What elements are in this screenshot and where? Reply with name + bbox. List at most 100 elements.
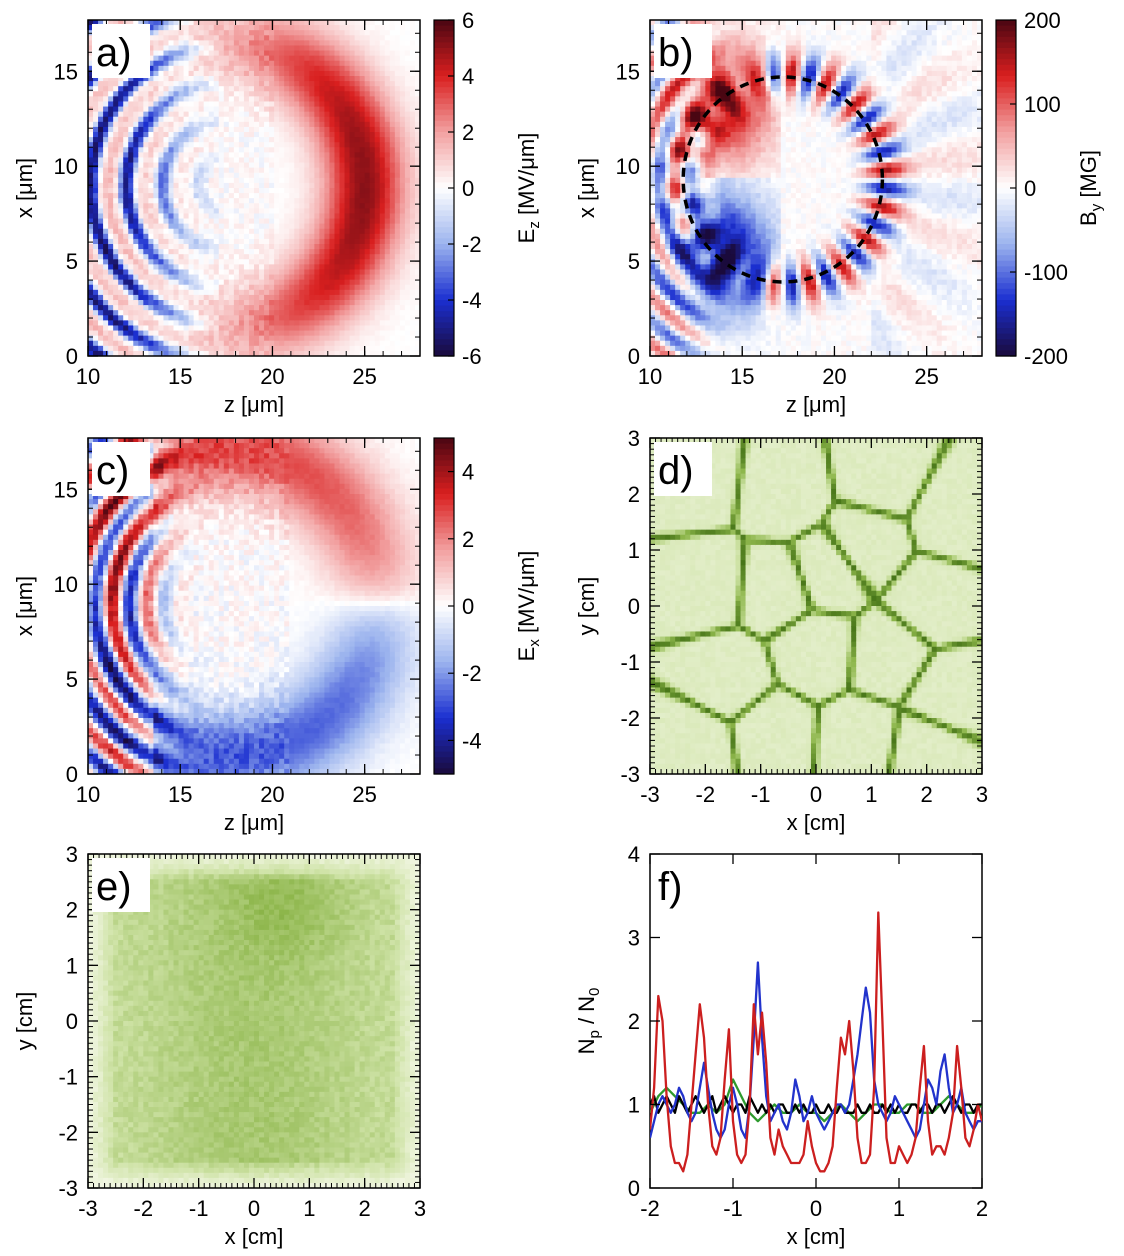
heatmap-cell <box>359 167 366 174</box>
heatmap-cell <box>203 116 210 123</box>
heatmap-cell <box>284 218 290 225</box>
heatmap-cell <box>203 284 210 291</box>
heatmap-cell <box>339 350 346 356</box>
heatmap-cell <box>238 264 245 271</box>
heatmap-cell <box>173 142 180 148</box>
heatmap-cell <box>329 106 336 113</box>
heatmap-cell <box>279 86 285 92</box>
heatmap-cell <box>264 86 270 92</box>
heatmap-cell <box>128 142 134 148</box>
heatmap-cell <box>133 193 139 199</box>
heatmap-cell <box>148 91 154 97</box>
heatmap-cell <box>394 172 401 179</box>
heatmap-cell <box>284 279 290 286</box>
heatmap-cell <box>344 289 351 296</box>
heatmap-cell <box>248 228 255 235</box>
heatmap-cell <box>369 106 376 113</box>
heatmap-cell <box>399 30 406 36</box>
heatmap-cell <box>254 310 260 316</box>
heatmap-cell <box>233 111 240 118</box>
heatmap-cell <box>233 40 240 47</box>
heatmap-cell <box>238 213 245 220</box>
heatmap-cell <box>228 30 235 36</box>
heatmap-cell <box>213 203 220 209</box>
heatmap-cell <box>364 300 371 306</box>
heatmap-cell <box>158 132 165 138</box>
heatmap-cell <box>193 320 200 327</box>
heatmap-cell <box>103 340 109 347</box>
heatmap-cell <box>228 325 235 332</box>
heatmap-cell <box>208 126 215 133</box>
heatmap-cell <box>128 106 134 113</box>
heatmap-cell <box>665 91 671 97</box>
heatmap-cell <box>168 208 175 215</box>
heatmap-cell <box>675 101 681 108</box>
heatmap-cell <box>309 193 315 199</box>
heatmap-cell <box>238 106 245 113</box>
heatmap-cell <box>269 116 275 123</box>
heatmap-cell <box>379 182 386 189</box>
heatmap-cell <box>334 167 341 174</box>
heatmap-cell <box>309 20 315 26</box>
heatmap-cell <box>660 249 666 255</box>
heatmap-cell <box>299 121 305 128</box>
heatmap-cell <box>88 25 94 31</box>
heatmap-cell <box>294 259 300 265</box>
heatmap-cell <box>409 274 416 281</box>
heatmap-cell <box>329 269 336 276</box>
heatmap-cell <box>384 208 391 215</box>
heatmap-cell <box>304 121 310 128</box>
heatmap-cell <box>168 345 175 352</box>
heatmap-cell <box>173 172 180 179</box>
heatmap-cell <box>394 198 401 204</box>
heatmap-cell <box>158 182 165 189</box>
heatmap-cell <box>299 177 305 184</box>
heatmap-cell <box>88 340 94 347</box>
heatmap-cell <box>344 116 351 123</box>
heatmap-cell <box>228 91 235 97</box>
heatmap-cell <box>339 177 346 184</box>
heatmap-cell <box>193 188 200 194</box>
heatmap-cell <box>183 213 190 220</box>
heatmap-cell <box>655 300 661 306</box>
heatmap-cell <box>309 254 315 260</box>
heatmap-cell <box>168 223 175 230</box>
heatmap-cell <box>269 152 275 159</box>
heatmap-cell <box>374 86 381 92</box>
heatmap-cell <box>118 91 124 97</box>
heatmap-cell <box>660 96 666 103</box>
heatmap-cell <box>213 238 220 245</box>
heatmap-cell <box>414 45 420 52</box>
heatmap-cell <box>279 111 285 118</box>
heatmap-cell <box>259 350 265 356</box>
heatmap-cell <box>650 233 656 240</box>
heatmap-cell <box>148 188 154 194</box>
heatmap-cell <box>339 70 346 77</box>
heatmap-cell <box>359 335 366 342</box>
heatmap-cell <box>299 208 305 215</box>
heatmap-cell <box>123 340 129 347</box>
heatmap-cell <box>394 126 401 133</box>
heatmap-cell <box>198 101 205 108</box>
heatmap-cell <box>314 106 320 113</box>
heatmap-cell <box>409 233 416 240</box>
heatmap-cell <box>88 264 94 271</box>
heatmap-cell <box>143 132 149 138</box>
heatmap-cell <box>198 106 205 113</box>
heatmap-cell <box>670 81 676 87</box>
heatmap-cell <box>193 279 200 286</box>
heatmap-cell <box>173 132 180 138</box>
heatmap-cell <box>203 152 210 159</box>
heatmap-cell <box>364 259 371 265</box>
heatmap-cell <box>213 345 220 352</box>
heatmap-cell <box>264 264 270 271</box>
heatmap-cell <box>324 25 331 31</box>
heatmap-cell <box>98 259 104 265</box>
heatmap-cell <box>259 345 265 352</box>
heatmap-cell <box>284 335 290 342</box>
heatmap-cell <box>334 177 341 184</box>
heatmap-cell <box>254 116 260 123</box>
heatmap-cell <box>379 320 386 327</box>
heatmap-cell <box>193 126 200 133</box>
